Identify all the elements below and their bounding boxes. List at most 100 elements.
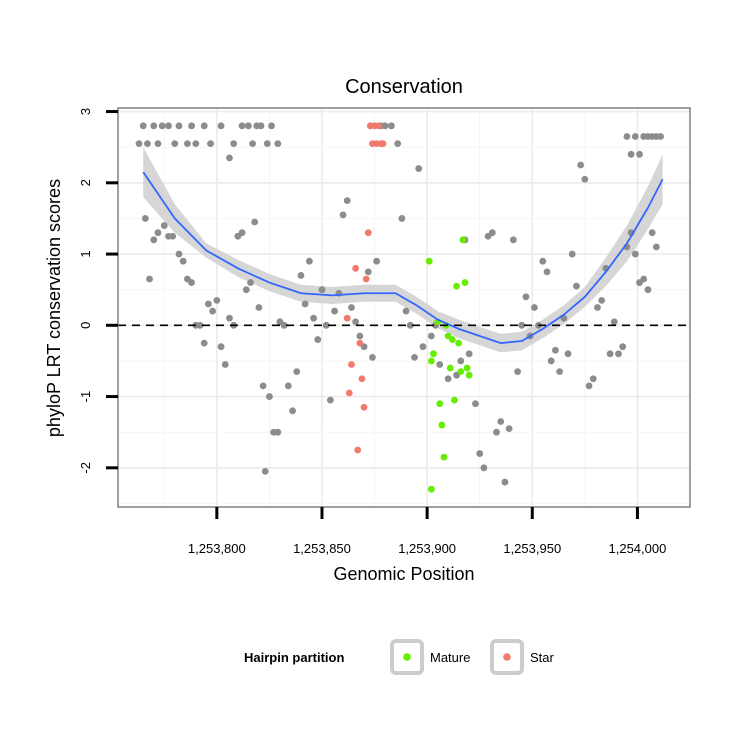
- legend-label-mature: Mature: [430, 650, 470, 665]
- point-other: [518, 321, 526, 329]
- point-other: [402, 307, 410, 315]
- point-other: [568, 250, 576, 258]
- point-other: [297, 272, 305, 279]
- point-other: [436, 361, 444, 368]
- point-mature: [430, 350, 437, 358]
- point-mature: [453, 282, 460, 290]
- point-other: [556, 368, 564, 376]
- point-star: [358, 375, 366, 383]
- point-other: [398, 215, 406, 222]
- point-other: [322, 321, 330, 329]
- smooth-line: [142, 171, 664, 345]
- point-other: [175, 122, 183, 130]
- point-other: [169, 232, 177, 240]
- x-tick-label: 1,253,800: [188, 541, 246, 556]
- point-other: [261, 467, 269, 475]
- point-other: [284, 382, 292, 390]
- point-star: [360, 403, 368, 411]
- point-other: [175, 250, 183, 258]
- point-mature: [463, 364, 471, 372]
- point-other: [547, 357, 555, 365]
- point-other: [280, 321, 288, 329]
- point-other: [192, 140, 200, 148]
- point-other: [158, 122, 166, 130]
- point-other: [644, 286, 652, 294]
- point-other: [318, 286, 326, 294]
- point-other: [257, 122, 265, 130]
- point-other: [293, 368, 301, 376]
- legend-dot-mature: [403, 653, 411, 661]
- point-star: [348, 361, 355, 368]
- point-mature: [436, 400, 444, 408]
- point-other: [493, 428, 500, 436]
- point-other: [207, 140, 214, 148]
- point-mature: [455, 339, 463, 347]
- panel-border: [117, 107, 691, 508]
- point-mature: [438, 421, 446, 429]
- point-other: [268, 122, 275, 130]
- point-other: [263, 140, 271, 148]
- point-other: [577, 161, 585, 169]
- point-other: [255, 304, 263, 311]
- point-other: [289, 407, 296, 415]
- point-other: [522, 293, 530, 301]
- point-other: [150, 122, 158, 130]
- point-other: [305, 257, 313, 265]
- point-star: [352, 264, 360, 272]
- point-other: [154, 229, 162, 237]
- point-other: [509, 236, 517, 244]
- legend: Hairpin partition Mature Star: [244, 639, 555, 675]
- point-other: [205, 300, 212, 308]
- point-other: [640, 275, 648, 283]
- point-star: [343, 314, 351, 322]
- point-other: [373, 257, 381, 265]
- point-other: [200, 122, 208, 130]
- legend-title: Hairpin partition: [244, 650, 344, 665]
- point-other: [585, 382, 593, 390]
- point-other: [615, 350, 622, 358]
- point-mature: [427, 357, 435, 365]
- point-other: [314, 336, 322, 343]
- point-other: [310, 314, 317, 322]
- legend-key-mature: [390, 639, 424, 675]
- point-other: [352, 318, 360, 326]
- plot-area: 1,253,800 1,253,850 1,253,900 1,253,950 1,25…: [78, 107, 691, 556]
- point-star: [354, 446, 362, 454]
- point-other: [141, 215, 149, 222]
- point-other: [581, 175, 589, 183]
- point-mature: [457, 368, 465, 376]
- point-other: [331, 307, 339, 315]
- point-other: [514, 368, 521, 376]
- point-other: [135, 140, 143, 148]
- point-other: [369, 353, 376, 361]
- point-other: [274, 140, 282, 148]
- point-other: [552, 346, 559, 354]
- point-other: [217, 343, 225, 351]
- point-other: [165, 122, 172, 130]
- y-tick-label: 2: [78, 179, 93, 186]
- point-other: [244, 122, 252, 130]
- legend-dot-star: [503, 653, 511, 661]
- point-other: [209, 307, 217, 315]
- point-other: [631, 133, 639, 140]
- point-other: [343, 197, 351, 205]
- point-other: [183, 140, 191, 148]
- y-tick-label: 0: [78, 322, 93, 329]
- point-other: [573, 282, 580, 290]
- point-other: [249, 140, 256, 148]
- point-other: [188, 122, 196, 130]
- point-star: [356, 339, 364, 347]
- point-other: [238, 122, 246, 130]
- point-star: [362, 275, 370, 283]
- point-other: [657, 133, 664, 140]
- point-mature: [461, 279, 469, 286]
- point-other: [411, 353, 418, 361]
- point-other: [480, 464, 488, 472]
- point-other: [188, 279, 196, 286]
- point-other: [217, 122, 225, 130]
- point-other: [564, 350, 572, 358]
- point-other: [226, 154, 233, 162]
- point-mature: [427, 485, 435, 493]
- y-tick-label: -2: [78, 462, 93, 474]
- point-other: [150, 236, 158, 244]
